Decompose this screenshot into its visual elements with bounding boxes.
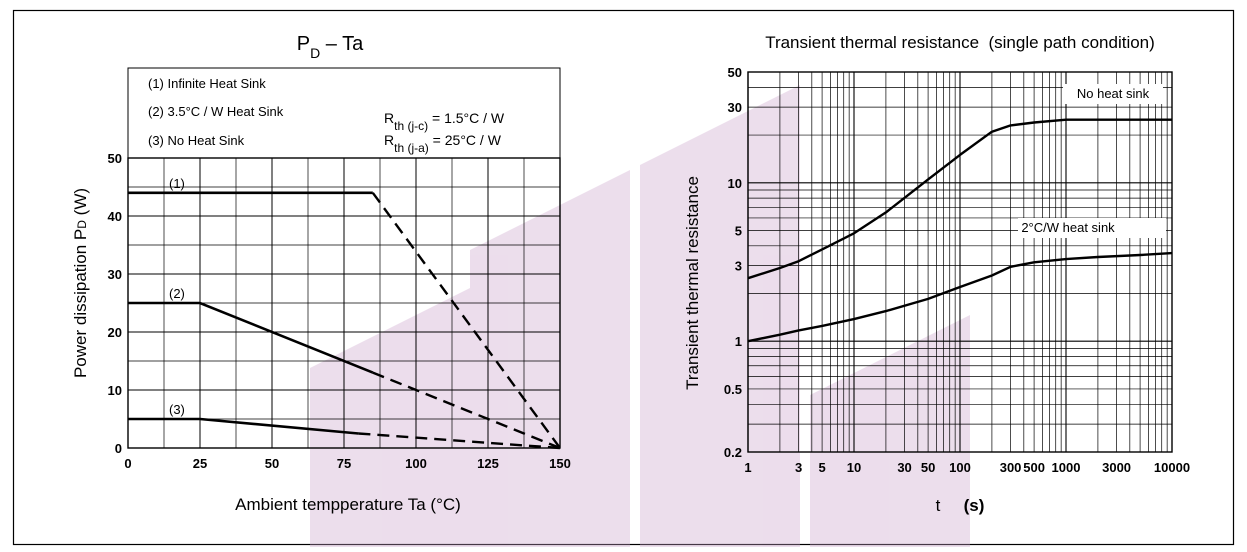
transient-thermal-chart: Transient thermal resistance (single pat…: [683, 33, 1190, 515]
series-dashed-line: [371, 192, 561, 449]
right-grid: [747, 71, 1173, 453]
series-dashed-line: [358, 432, 561, 450]
x-tick-label: 25: [193, 456, 207, 471]
x-axis-label-ambient: Ambient tempperature Ta (°C): [235, 495, 461, 514]
watermark-shape: [470, 170, 630, 547]
right-tick-labels: 1 3 5 10 30 50 100 300 500 1000 3000 10000 0.2 0.5 1 3 5…: [724, 65, 1190, 475]
watermark-shape: [310, 288, 470, 547]
series-curve: [747, 118, 1172, 280]
x-tick-label: 500: [1023, 460, 1045, 475]
left-series: (1) (2) (3): [128, 176, 561, 450]
series-label-bg: [1063, 84, 1163, 104]
x-tick-label: 0: [124, 456, 131, 471]
y-tick-label: 40: [108, 209, 122, 224]
series-dashed-line: [372, 371, 561, 450]
figure-border: [12, 9, 1235, 546]
series-label-bg: [1018, 218, 1166, 238]
series-label: 2°C/W heat sink: [1021, 220, 1115, 235]
y-axis-label-power: Power dissipation PD (W): [71, 188, 90, 378]
y-axis-label-transient: Transient thermal resistance: [683, 176, 702, 390]
annotation-rth-ja: Rth (j-a) = 25°C / W: [384, 132, 502, 155]
chart-title-transient: Transient thermal resistance (single pat…: [765, 33, 1155, 52]
y-tick-label: 10: [108, 383, 122, 398]
series-solid-line: [128, 301, 374, 374]
x-tick-label: 100: [949, 460, 971, 475]
watermark-logo: [310, 85, 970, 547]
y-tick-label: 3: [735, 259, 742, 274]
series-label: (2): [169, 286, 185, 301]
plot-area-frame: [747, 71, 1173, 453]
legend-item-2: (2) 3.5°C / W Heat Sink: [148, 104, 284, 119]
x-tick-label: 10000: [1154, 460, 1190, 475]
series-label: No heat sink: [1077, 86, 1150, 101]
annotation-rth-jc: Rth (j-c) = 1.5°C / W: [384, 110, 505, 133]
series-label: (3): [169, 402, 185, 417]
chart-title-pd-ta: PD – Ta: [297, 33, 364, 61]
x-tick-label: 125: [477, 456, 499, 471]
x-tick-label: 5: [818, 460, 825, 475]
y-tick-label: 0.5: [724, 382, 742, 397]
x-tick-label: 300: [1000, 460, 1022, 475]
y-tick-label: 5: [735, 223, 742, 238]
y-tick-label: 1: [735, 334, 742, 349]
watermark-shape: [640, 85, 800, 547]
y-tick-label: 50: [728, 65, 742, 80]
x-axis-label-s: (s): [964, 496, 985, 515]
pd-ta-chart: PD – Ta (1) Infinite Heat Sink (2) 3.5°C…: [71, 33, 571, 514]
y-tick-label: 30: [728, 100, 742, 115]
x-tick-label: 10: [847, 460, 861, 475]
left-tick-labels: 0 25 50 75 100 125 150 0 10 20 30 40 50: [108, 151, 571, 471]
x-axis-label-t: t: [936, 496, 941, 515]
y-tick-label: 0.2: [724, 445, 742, 460]
x-tick-label: 3: [795, 460, 802, 475]
legend-item-3: (3) No Heat Sink: [148, 133, 245, 148]
x-tick-label: 50: [921, 460, 935, 475]
series-curve: [747, 251, 1173, 343]
x-tick-label: 1: [744, 460, 751, 475]
watermark-shape: [810, 315, 970, 547]
x-tick-label: 150: [549, 456, 571, 471]
series-solid-line: [128, 417, 359, 435]
x-tick-label: 50: [265, 456, 279, 471]
legend-item-1: (1) Infinite Heat Sink: [148, 76, 266, 91]
legend-box: [127, 67, 561, 159]
x-tick-label: 3000: [1102, 460, 1131, 475]
y-tick-label: 0: [115, 441, 122, 456]
y-tick-label: 30: [108, 267, 122, 282]
x-tick-label: 75: [337, 456, 351, 471]
series-label: (1): [169, 176, 185, 191]
y-tick-label: 10: [728, 176, 742, 191]
right-series: No heat sink 2°C/W heat sink: [747, 84, 1173, 343]
x-tick-label: 100: [405, 456, 427, 471]
x-tick-label: 1000: [1052, 460, 1081, 475]
y-tick-label: 20: [108, 325, 122, 340]
y-tick-label: 50: [108, 151, 122, 166]
x-tick-label: 30: [897, 460, 911, 475]
